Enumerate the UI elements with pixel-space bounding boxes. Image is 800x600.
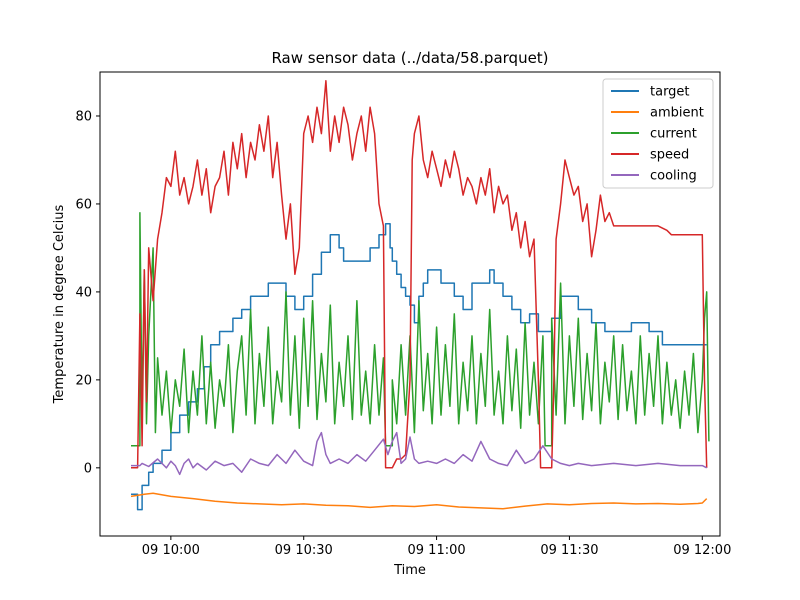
chart-title: Raw sensor data (../data/58.parquet) [271,49,548,67]
series-line-speed [131,80,708,469]
series-layer [130,80,710,511]
x-tick-label: 09 11:30 [540,543,598,558]
legend-label-current: current [650,127,697,142]
y-tick-label: 80 [75,109,92,124]
x-axis-label: Time [393,563,426,578]
plot-frame [99,71,721,537]
x-axis-ticks: 09 10:00 09 10:30 09 11:00 09 11:30 09 12:00 [142,536,731,558]
y-tick-label: 20 [75,373,92,388]
legend-label-cooling: cooling [650,169,697,184]
x-tick-label: 09 11:00 [408,543,466,558]
legend: target ambient current speed cooling [602,78,714,189]
y-tick-label: 0 [84,461,92,476]
legend-label-speed: speed [650,148,689,163]
legend-label-ambient: ambient [650,106,704,121]
series-line-current [131,211,710,447]
y-tick-label: 60 [75,197,92,212]
y-axis-label: Temperature in degree Celcius [52,204,67,404]
y-tick-label: 40 [75,285,92,300]
series-line-target [131,222,707,511]
y-axis-ticks: 0 20 40 60 80 [75,109,100,476]
x-tick-label: 09 10:30 [275,543,333,558]
legend-label-target: target [650,85,690,100]
x-tick-label: 09 10:00 [142,543,200,558]
legend-box [602,78,714,189]
x-tick-label: 09 12:00 [673,543,731,558]
series-line-cooling [131,431,708,476]
series-line-ambient [130,492,708,510]
